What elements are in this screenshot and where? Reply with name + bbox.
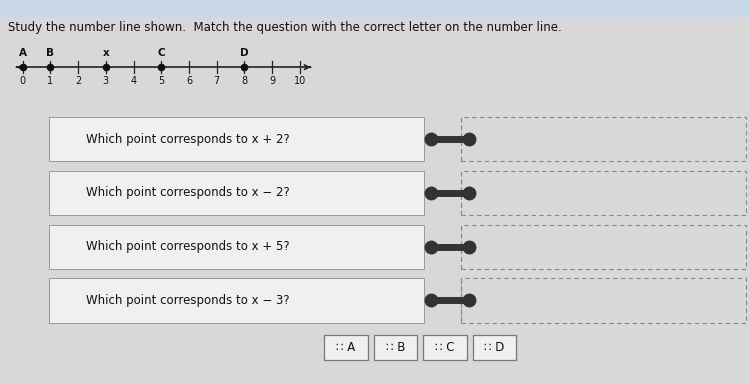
FancyBboxPatch shape bbox=[374, 335, 417, 360]
Text: 3: 3 bbox=[103, 76, 109, 86]
Text: ∷ C: ∷ C bbox=[435, 341, 454, 354]
Text: 5: 5 bbox=[158, 76, 164, 86]
FancyBboxPatch shape bbox=[461, 171, 746, 215]
Text: Study the number line shown.  Match the question with the correct letter on the : Study the number line shown. Match the q… bbox=[8, 21, 561, 34]
Text: C: C bbox=[158, 48, 165, 58]
Text: 2: 2 bbox=[75, 76, 81, 86]
FancyBboxPatch shape bbox=[472, 335, 516, 360]
Text: 10: 10 bbox=[294, 76, 306, 86]
Text: D: D bbox=[240, 48, 249, 58]
Text: 4: 4 bbox=[130, 76, 136, 86]
Text: 6: 6 bbox=[186, 76, 192, 86]
FancyBboxPatch shape bbox=[461, 278, 746, 323]
Text: ∷ D: ∷ D bbox=[484, 341, 505, 354]
Text: 7: 7 bbox=[214, 76, 220, 86]
FancyBboxPatch shape bbox=[423, 335, 466, 360]
Text: x: x bbox=[102, 48, 110, 58]
Text: Which point corresponds to x + 5?: Which point corresponds to x + 5? bbox=[86, 240, 290, 253]
FancyBboxPatch shape bbox=[324, 335, 368, 360]
FancyBboxPatch shape bbox=[461, 117, 746, 161]
FancyBboxPatch shape bbox=[49, 278, 424, 323]
Text: ∷ B: ∷ B bbox=[386, 341, 405, 354]
FancyBboxPatch shape bbox=[0, 0, 750, 17]
Text: Which point corresponds to x + 2?: Which point corresponds to x + 2? bbox=[86, 133, 290, 146]
Text: 8: 8 bbox=[242, 76, 248, 86]
Text: ∷ A: ∷ A bbox=[336, 341, 356, 354]
FancyBboxPatch shape bbox=[461, 225, 746, 269]
Text: A: A bbox=[19, 48, 26, 58]
Text: 0: 0 bbox=[20, 76, 26, 86]
Text: 9: 9 bbox=[269, 76, 275, 86]
Text: Which point corresponds to x − 2?: Which point corresponds to x − 2? bbox=[86, 187, 290, 199]
Text: Which point corresponds to x − 3?: Which point corresponds to x − 3? bbox=[86, 294, 290, 307]
FancyBboxPatch shape bbox=[49, 117, 424, 161]
Text: 1: 1 bbox=[47, 76, 53, 86]
FancyBboxPatch shape bbox=[49, 225, 424, 269]
FancyBboxPatch shape bbox=[49, 171, 424, 215]
Text: B: B bbox=[46, 48, 54, 58]
